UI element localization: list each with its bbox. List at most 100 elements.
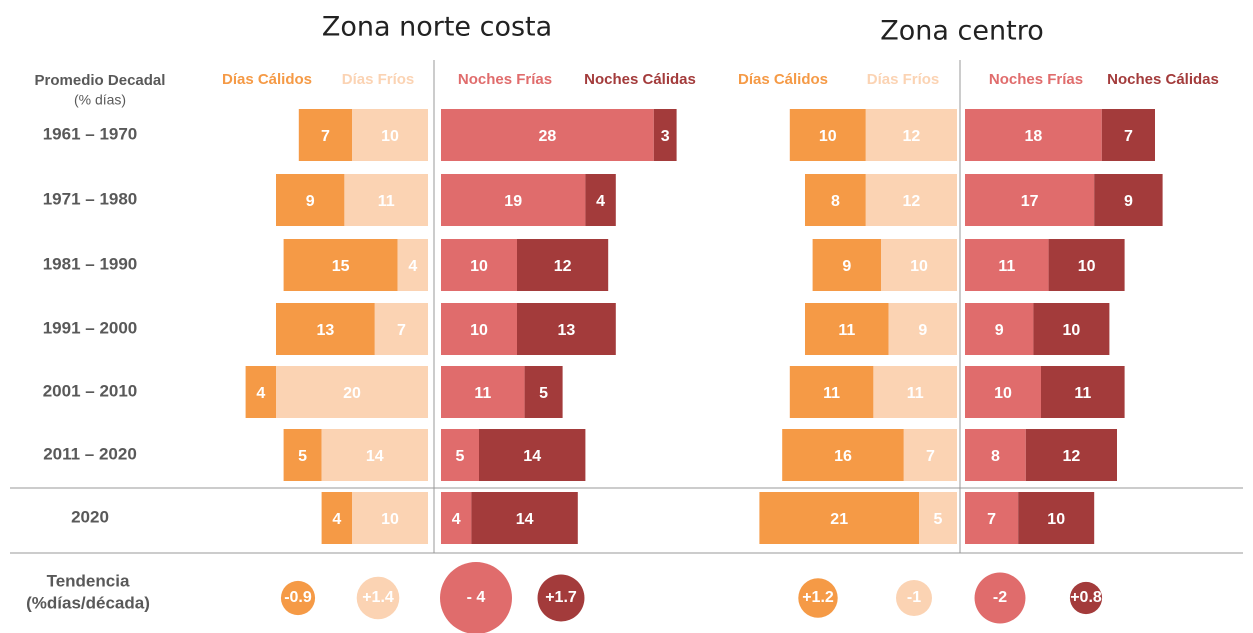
legend-entry: Noches Cálidas — [584, 71, 696, 88]
bar — [524, 366, 563, 418]
bar — [888, 303, 957, 355]
row-label: 1971 – 1980 — [43, 189, 138, 208]
bar-label: 19 — [504, 193, 522, 210]
bar — [965, 239, 1049, 291]
bar-label: 5 — [298, 448, 307, 465]
bar-label: 10 — [1047, 511, 1065, 528]
legend-entry: Noches Cálidas — [1107, 71, 1219, 88]
bar-label: 10 — [1063, 322, 1081, 339]
bar — [276, 174, 345, 226]
bar-label: 13 — [317, 322, 335, 339]
bar-label: 14 — [523, 448, 541, 465]
bar — [759, 492, 919, 544]
bar-label: 9 — [918, 322, 927, 339]
bar-label: 10 — [470, 258, 488, 275]
bar — [441, 492, 472, 544]
chart-title: Zona centro — [880, 16, 1043, 47]
bar — [805, 174, 866, 226]
row-label: 2001 – 2010 — [43, 381, 138, 400]
bar — [965, 109, 1102, 161]
bar — [865, 109, 957, 161]
bar — [283, 429, 322, 481]
legend-entry: Noches Frías — [458, 71, 552, 88]
bar-label: 11 — [907, 385, 924, 402]
bar-label: 12 — [1063, 448, 1081, 465]
bar — [245, 366, 276, 418]
bar-label: 4 — [596, 193, 605, 210]
bar-label: 4 — [332, 511, 341, 528]
bar-label: 10 — [819, 128, 837, 145]
bar — [352, 109, 428, 161]
trend-label: +0.8 — [1070, 589, 1102, 606]
bar — [344, 174, 428, 226]
bar — [517, 239, 609, 291]
bar — [873, 366, 957, 418]
trend-bubble — [356, 576, 400, 620]
bar — [965, 492, 1019, 544]
bar-label: 11 — [838, 322, 855, 339]
bar — [1018, 492, 1095, 544]
trend-label: +1.2 — [802, 589, 834, 606]
trend-label: -2 — [993, 589, 1007, 606]
bar — [965, 366, 1041, 418]
bar-label: 9 — [842, 258, 851, 275]
bar — [441, 174, 586, 226]
bar-label: 12 — [903, 128, 921, 145]
bar-label: 9 — [995, 322, 1004, 339]
bar-label: 21 — [830, 511, 848, 528]
bar — [965, 429, 1026, 481]
bar — [441, 303, 517, 355]
bar — [298, 109, 352, 161]
bar-label: 9 — [306, 193, 315, 210]
bar-label: 9 — [1124, 193, 1133, 210]
row-label: 1991 – 2000 — [43, 318, 138, 337]
bar-label: 10 — [470, 322, 488, 339]
trend-bubble — [798, 578, 838, 618]
bar — [352, 492, 428, 544]
bar — [441, 366, 525, 418]
row-header: Promedio Decadal — [35, 72, 166, 89]
legend-entry: Días Cálidos — [738, 71, 828, 88]
trend-label: -0.9 — [284, 589, 312, 606]
bar-label: 12 — [554, 258, 572, 275]
bar-label: 5 — [456, 448, 465, 465]
bar — [585, 174, 616, 226]
bar — [881, 239, 957, 291]
bar — [471, 492, 578, 544]
bar — [653, 109, 677, 161]
trend-bubble — [974, 572, 1026, 624]
bar-label: 4 — [256, 385, 265, 402]
bar-label: 11 — [378, 193, 395, 210]
bar-label: 11 — [1074, 385, 1091, 402]
bar-label: 10 — [994, 385, 1012, 402]
bar — [1041, 366, 1125, 418]
bar — [441, 109, 654, 161]
bar — [479, 429, 586, 481]
bar-label: 14 — [366, 448, 384, 465]
trend-header: (%días/década) — [26, 593, 150, 612]
trend-label: +1.4 — [362, 589, 394, 606]
bar — [919, 492, 957, 544]
bar — [374, 303, 428, 355]
bar-label: 7 — [987, 511, 996, 528]
bar — [321, 429, 428, 481]
row-label: 2011 – 2020 — [43, 444, 137, 463]
bar-label: 10 — [381, 128, 399, 145]
legend-entry: Días Fríos — [867, 71, 940, 88]
bar-label: 28 — [539, 128, 557, 145]
bar — [782, 429, 904, 481]
row-label: 1981 – 1990 — [43, 254, 138, 273]
trend-label: - 4 — [467, 589, 486, 606]
bar-label: 4 — [452, 511, 461, 528]
bar-label: 7 — [397, 322, 406, 339]
bar — [1048, 239, 1125, 291]
legend-entry: Noches Frías — [989, 71, 1083, 88]
bar — [1101, 109, 1155, 161]
row-header: (% días) — [74, 92, 126, 108]
bar — [397, 239, 428, 291]
bar-label: 16 — [834, 448, 852, 465]
bar-label: 10 — [381, 511, 399, 528]
trend-bubble — [537, 574, 585, 622]
